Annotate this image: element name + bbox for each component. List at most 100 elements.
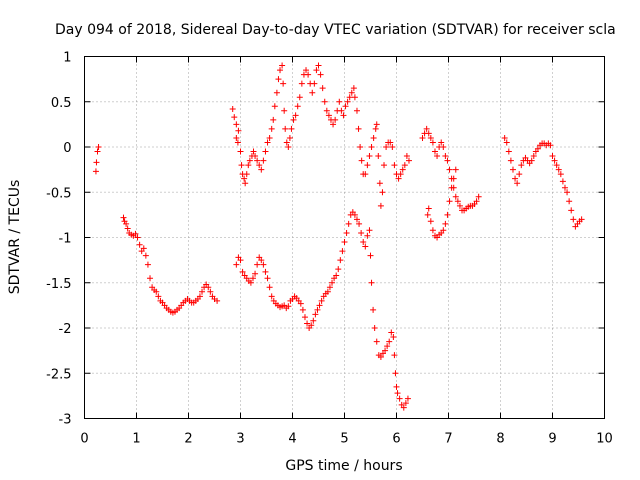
data-point [264, 275, 271, 282]
data-point [233, 121, 240, 128]
data-point [423, 125, 430, 132]
x-tick-label: 0 [80, 432, 88, 447]
data-point [326, 284, 333, 291]
data-point [231, 114, 238, 121]
data-point [317, 71, 324, 78]
data-point [366, 153, 373, 160]
data-point [400, 404, 407, 411]
data-point [343, 229, 350, 236]
data-point [285, 303, 292, 310]
data-point [372, 125, 379, 132]
data-point [282, 125, 289, 132]
data-point [507, 157, 514, 164]
data-point [381, 162, 388, 169]
data-point [297, 300, 304, 307]
data-point [266, 134, 273, 141]
data-point [514, 180, 521, 187]
data-point [124, 225, 131, 232]
data-point [402, 400, 409, 407]
data-point [140, 245, 147, 252]
data-point [252, 270, 259, 277]
x-tick-label: 4 [288, 432, 296, 447]
data-point [559, 178, 566, 185]
data-point [427, 134, 434, 141]
data-point [386, 338, 393, 345]
data-point [444, 157, 451, 164]
data-point [518, 162, 525, 169]
data-point [308, 322, 315, 329]
data-point [314, 306, 321, 313]
data-point [301, 314, 308, 321]
data-point [547, 142, 554, 149]
data-point [377, 353, 384, 360]
data-point [199, 288, 206, 295]
data-point [330, 121, 337, 128]
data-point [368, 279, 375, 286]
data-point [551, 157, 558, 164]
data-point [281, 107, 288, 114]
data-point [404, 395, 411, 402]
data-point [448, 184, 455, 191]
data-point [444, 211, 451, 218]
data-point [425, 130, 432, 137]
data-point [136, 241, 143, 248]
data-point [242, 180, 249, 187]
data-point [254, 157, 261, 164]
y-tick-label: 1 [63, 51, 71, 66]
data-point [553, 162, 560, 169]
data-point [370, 134, 377, 141]
x-tick-label: 10 [596, 432, 613, 447]
data-point [288, 125, 295, 132]
data-point [205, 284, 212, 291]
data-point [503, 139, 510, 146]
data-point [258, 257, 265, 264]
data-point [429, 139, 436, 146]
data-point [373, 338, 380, 345]
data-point [371, 325, 378, 331]
data-point [299, 306, 306, 313]
data-point [258, 166, 265, 173]
data-point [294, 103, 301, 110]
data-point [239, 268, 246, 275]
data-point [534, 145, 541, 152]
data-point [241, 175, 248, 182]
data-point [324, 288, 331, 295]
data-point [329, 279, 336, 286]
data-point [262, 148, 269, 155]
y-tick-label: -1.5 [46, 277, 71, 292]
data-point [303, 67, 310, 74]
data-point [268, 293, 275, 300]
data-point [452, 166, 459, 173]
data-point [305, 71, 312, 78]
data-point [254, 261, 261, 268]
data-point [505, 148, 512, 155]
data-point [245, 162, 252, 169]
data-point [292, 112, 299, 119]
data-point [132, 230, 139, 237]
data-point [277, 67, 284, 74]
data-point [431, 148, 438, 155]
data-point [121, 218, 128, 225]
data-point [530, 153, 537, 160]
data-point [313, 67, 320, 74]
data-point [340, 112, 347, 119]
data-point [298, 80, 305, 87]
data-point [516, 171, 523, 178]
data-point [246, 157, 253, 164]
data-point [335, 266, 342, 273]
data-point [351, 94, 358, 101]
data-point [309, 89, 316, 96]
y-tick-labels: 1 0.5 0 -0.5 -1 -1.5 -2 -2.5 -3 [46, 51, 71, 428]
data-point [338, 107, 345, 114]
data-points [92, 62, 585, 411]
data-point [555, 166, 562, 173]
data-point [376, 180, 383, 187]
data-point [260, 261, 267, 268]
data-point [336, 98, 343, 105]
data-point [364, 232, 371, 239]
data-point [392, 370, 399, 377]
x-tick-label: 7 [444, 432, 452, 447]
data-point [362, 243, 369, 250]
data-point [454, 198, 461, 205]
data-point [446, 166, 453, 173]
